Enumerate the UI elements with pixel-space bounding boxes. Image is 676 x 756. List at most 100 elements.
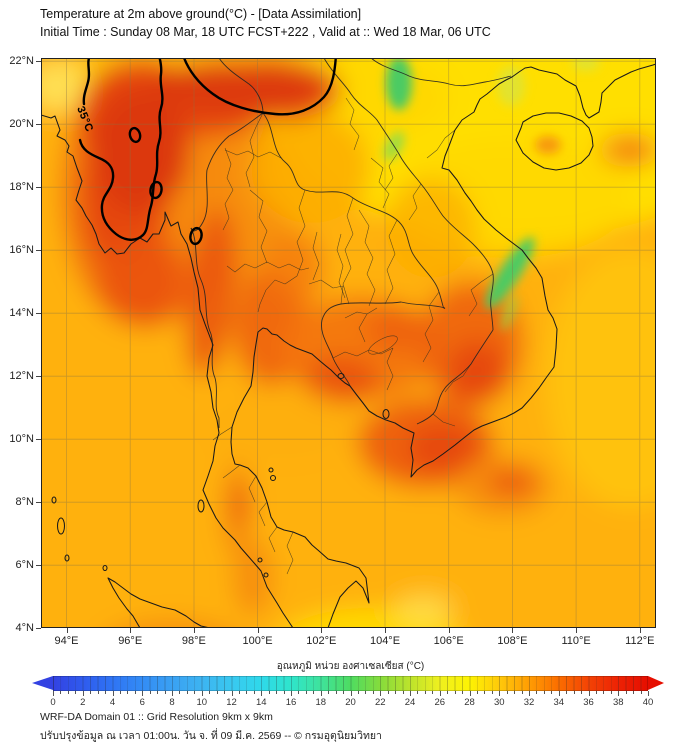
colorbar-minor-tick [209, 691, 211, 694]
lat-tick-label: 16°N [9, 243, 34, 256]
colorbar-tick-label: 6 [139, 697, 145, 708]
colorbar-minor-tick [581, 691, 583, 694]
colorbar-tick-label: 4 [109, 697, 116, 708]
colorbar-tick-label: 34 [553, 697, 565, 708]
colorbar-minor-tick [603, 691, 605, 694]
colorbar-minor-tick [476, 691, 478, 694]
footer-domain-info: WRF-DA Domain 01 :: Grid Resolution 9km … [40, 711, 273, 723]
colorbar-right-arrow [648, 676, 664, 690]
colorbar-minor-tick [625, 691, 627, 694]
colorbar-minor-tick [179, 691, 181, 694]
lat-tick [36, 313, 41, 314]
colorbar-major-tick [261, 691, 263, 696]
colorbar-major-tick [529, 691, 530, 696]
colorbar-major-tick [112, 691, 114, 696]
lat-tick [36, 376, 41, 377]
colorbar-tick-label: 18 [315, 697, 327, 708]
local-temperature-patches [383, 58, 600, 331]
colorbar-tick-label: 36 [583, 697, 594, 708]
lat-tick [36, 439, 41, 440]
province-borders [212, 97, 494, 575]
colorbar-tick-label: 20 [345, 697, 356, 708]
colorbar-major-tick [291, 691, 292, 696]
colorbar-major-tick [648, 691, 649, 696]
colorbar-tick-label: 12 [226, 697, 237, 708]
colorbar-major-tick [320, 691, 322, 696]
lon-tick-label: 104°E [369, 635, 401, 647]
colorbar-minor-tick [238, 691, 240, 694]
colorbar-minor-tick [365, 691, 367, 694]
colorbar-minor-tick [566, 691, 568, 694]
lat-tick [36, 502, 41, 503]
colorbar-minor-tick [595, 691, 597, 694]
colorbar-tick-label: 10 [196, 697, 208, 708]
colorbar-tick-label: 8 [169, 697, 175, 708]
colorbar-major-tick [350, 691, 352, 696]
lat-tick [36, 250, 41, 251]
colorbar-minor-tick [67, 691, 69, 694]
colorbar-major-tick [439, 691, 441, 696]
colorbar-minor-tick [283, 691, 285, 694]
colorbar-tick-label: 2 [80, 697, 86, 708]
latitude-axis: 22°N 20°N 18°N 16°N 14°N 12°N 10°N 8°N 6°N 4°N [0, 55, 41, 634]
colorbar-minor-tick [335, 691, 337, 694]
colorbar-tick-label: 22 [374, 697, 386, 708]
colorbar-minor-tick [402, 691, 404, 694]
colorbar-minor-tick [216, 691, 218, 694]
contour-35c: 35°C [74, 58, 337, 246]
colorbar-major-tick [53, 691, 54, 696]
colorbar-major-tick [410, 691, 411, 696]
lon-tick-label: 102°E [306, 635, 337, 647]
page-subtitle: Initial Time : Sunday 08 Mar, 18 UTC FCS… [40, 25, 491, 39]
colorbar-major-tick [380, 691, 382, 696]
colorbar-minor-tick [127, 691, 129, 694]
colorbar-minor-tick [521, 691, 523, 694]
lon-tick [385, 628, 386, 633]
colorbar-tick-label: 16 [285, 697, 297, 708]
colorbar-minor-tick [462, 691, 464, 694]
lon-tick [512, 628, 514, 633]
lon-tick-label: 106°E [433, 635, 464, 647]
colorbar-minor-tick [573, 691, 575, 694]
lat-tick-label: 8°N [15, 495, 34, 508]
map-panel: 35°C [41, 58, 656, 628]
colorbar-minor-tick [424, 691, 426, 694]
colorbar-minor-tick [343, 691, 345, 694]
colorbar-minor-tick [551, 691, 553, 694]
colorbar-minor-tick [328, 691, 330, 694]
lon-tick [193, 628, 195, 633]
colorbar-major-tick [499, 691, 501, 696]
colorbar-minor-tick [90, 691, 92, 694]
colorbar-minor-tick [157, 691, 159, 694]
lon-tick-label: 100°E [242, 635, 273, 647]
lon-tick [257, 628, 259, 633]
coastlines [41, 63, 656, 628]
lon-tick-label: 94°E [54, 635, 79, 647]
colorbar-minor-tick [268, 691, 270, 694]
colorbar-tick-label: 40 [642, 697, 654, 708]
lat-tick-label: 10°N [9, 432, 34, 445]
colorbar-tick-label: 38 [612, 697, 624, 708]
lon-tick-label: 98°E [181, 635, 206, 647]
grid-lines [41, 58, 656, 628]
lon-tick [448, 628, 450, 633]
colorbar-minor-tick [298, 691, 300, 694]
colorbar-tick-label: 26 [434, 697, 446, 708]
colorbar-minor-tick [305, 691, 307, 694]
lon-tick [66, 628, 68, 633]
colorbar-minor-tick [75, 691, 77, 694]
colorbar-minor-tick [60, 691, 62, 694]
colorbar-major-tick [231, 691, 233, 696]
colorbar-minor-tick [194, 691, 196, 694]
colorbar-left-arrow [32, 676, 53, 690]
colorbar-label: อุณหภูมิ หน่วย องศาเซลเซียส (°C) [276, 661, 425, 672]
colorbar-minor-tick [387, 691, 389, 694]
colorbar-minor-tick [454, 691, 456, 694]
colorbar-major-tick [172, 691, 173, 696]
lat-tick [36, 124, 41, 125]
lat-tick [36, 565, 41, 566]
colorbar-minor-tick [514, 691, 516, 694]
colorbar-minor-tick [246, 691, 248, 694]
colorbar-minor-tick [276, 691, 278, 694]
colorbar-tick-label: 30 [493, 697, 505, 708]
